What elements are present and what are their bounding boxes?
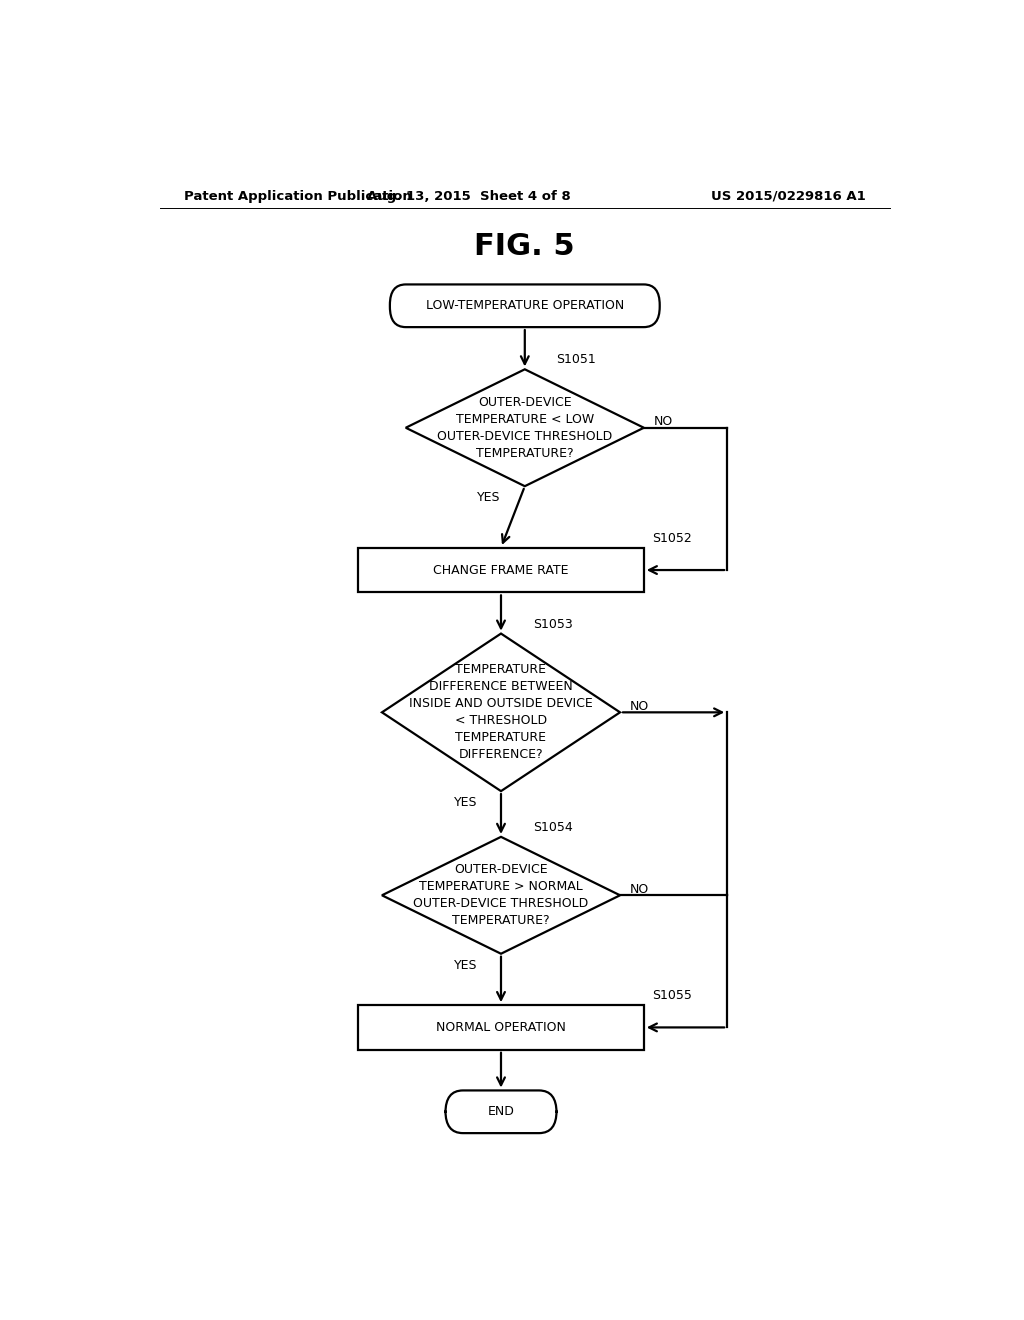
Text: S1055: S1055 <box>651 989 691 1002</box>
Text: END: END <box>487 1105 514 1118</box>
Text: US 2015/0229816 A1: US 2015/0229816 A1 <box>712 190 866 202</box>
Text: OUTER-DEVICE
TEMPERATURE > NORMAL
OUTER-DEVICE THRESHOLD
TEMPERATURE?: OUTER-DEVICE TEMPERATURE > NORMAL OUTER-… <box>414 863 589 927</box>
Text: Patent Application Publication: Patent Application Publication <box>183 190 412 202</box>
Text: NORMAL OPERATION: NORMAL OPERATION <box>436 1020 566 1034</box>
Text: CHANGE FRAME RATE: CHANGE FRAME RATE <box>433 564 568 577</box>
Polygon shape <box>382 837 620 954</box>
Text: NO: NO <box>630 700 649 713</box>
Polygon shape <box>382 634 620 791</box>
Text: NO: NO <box>630 883 649 896</box>
Polygon shape <box>406 370 644 486</box>
Text: YES: YES <box>454 958 477 972</box>
Text: NO: NO <box>653 416 673 428</box>
Text: S1053: S1053 <box>532 618 572 631</box>
Text: S1054: S1054 <box>532 821 572 834</box>
Text: S1051: S1051 <box>557 354 596 366</box>
Bar <box>358 548 644 593</box>
Text: Aug. 13, 2015  Sheet 4 of 8: Aug. 13, 2015 Sheet 4 of 8 <box>368 190 571 202</box>
Text: LOW-TEMPERATURE OPERATION: LOW-TEMPERATURE OPERATION <box>426 300 624 313</box>
Text: S1052: S1052 <box>651 532 691 545</box>
Text: YES: YES <box>454 796 477 809</box>
FancyBboxPatch shape <box>445 1090 557 1133</box>
Text: TEMPERATURE
DIFFERENCE BETWEEN
INSIDE AND OUTSIDE DEVICE
< THRESHOLD
TEMPERATURE: TEMPERATURE DIFFERENCE BETWEEN INSIDE AN… <box>410 664 593 762</box>
Text: OUTER-DEVICE
TEMPERATURE < LOW
OUTER-DEVICE THRESHOLD
TEMPERATURE?: OUTER-DEVICE TEMPERATURE < LOW OUTER-DEV… <box>437 396 612 459</box>
FancyBboxPatch shape <box>390 284 659 327</box>
Text: YES: YES <box>477 491 501 504</box>
Text: FIG. 5: FIG. 5 <box>474 232 575 261</box>
Bar <box>358 1005 644 1049</box>
